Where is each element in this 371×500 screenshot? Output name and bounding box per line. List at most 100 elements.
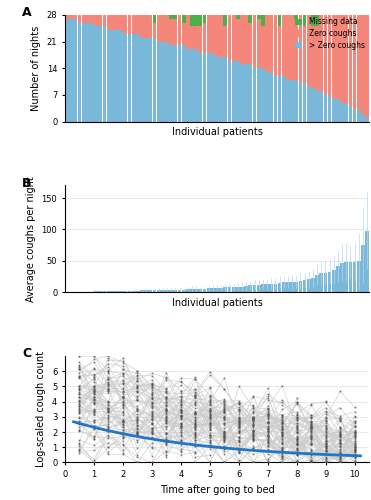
Bar (261, 26, 265, 68)
Bar (174, 290, 177, 292)
Bar (190, 26, 194, 49)
Bar (115, 15, 119, 30)
Bar (269, 15, 273, 72)
Bar (140, 38, 144, 121)
Bar (353, 15, 357, 110)
Bar (294, 80, 298, 122)
Bar (86, 22, 90, 122)
Bar (103, 15, 106, 26)
Bar (299, 15, 302, 84)
Bar (198, 26, 202, 53)
Bar (107, 30, 111, 122)
Bar (253, 286, 256, 292)
Bar (148, 38, 152, 121)
Bar (174, 19, 177, 46)
Bar (307, 15, 311, 88)
Bar (253, 15, 256, 68)
Bar (261, 284, 265, 292)
Bar (152, 290, 157, 292)
Bar (278, 282, 282, 292)
Bar (269, 72, 273, 122)
Bar (111, 291, 115, 292)
Bar (161, 290, 165, 292)
Bar (282, 15, 286, 76)
Bar (357, 15, 361, 110)
Bar (94, 26, 98, 122)
Bar (203, 15, 206, 22)
Bar (136, 34, 140, 122)
Bar (232, 15, 236, 60)
Bar (265, 284, 269, 292)
Bar (161, 42, 165, 121)
Bar (361, 245, 365, 292)
Bar (365, 118, 369, 122)
Bar (190, 289, 194, 292)
Bar (124, 291, 127, 292)
Bar (215, 288, 219, 292)
Bar (324, 15, 327, 95)
Bar (240, 15, 244, 64)
X-axis label: Time after going to bed: Time after going to bed (160, 484, 275, 494)
Bar (257, 68, 260, 122)
Bar (103, 291, 106, 292)
Bar (182, 22, 186, 46)
Bar (315, 91, 319, 122)
Bar (303, 15, 306, 26)
Bar (311, 88, 315, 122)
Bar (278, 26, 282, 76)
Bar (219, 15, 223, 57)
Bar (294, 282, 298, 292)
Bar (332, 270, 336, 292)
Bar (78, 15, 81, 22)
Bar (253, 68, 256, 122)
Bar (198, 289, 202, 292)
Bar (140, 15, 144, 38)
Bar (278, 76, 282, 122)
Bar (261, 15, 265, 26)
Bar (340, 15, 344, 102)
Bar (228, 15, 232, 60)
Bar (223, 57, 227, 122)
Bar (278, 15, 282, 26)
Bar (273, 284, 277, 292)
Bar (107, 291, 111, 292)
Bar (94, 15, 98, 26)
Bar (236, 60, 240, 122)
Bar (303, 280, 306, 292)
Bar (144, 38, 148, 121)
Bar (169, 46, 173, 122)
Bar (161, 15, 165, 42)
Bar (194, 26, 198, 49)
Bar (290, 282, 294, 292)
Bar (169, 19, 173, 46)
Bar (240, 286, 244, 292)
Bar (290, 15, 294, 80)
Legend: Missing data, Zero coughs, > Zero coughs: Missing data, Zero coughs, > Zero coughs (294, 16, 365, 50)
Y-axis label: Average coughs per night: Average coughs per night (26, 176, 36, 302)
Bar (73, 19, 77, 122)
Bar (286, 15, 290, 80)
Bar (132, 15, 135, 34)
Bar (228, 60, 232, 122)
Bar (357, 110, 361, 122)
Bar (348, 262, 352, 292)
Bar (211, 288, 215, 292)
Bar (294, 15, 298, 19)
Bar (98, 15, 102, 26)
Bar (136, 290, 140, 292)
Bar (257, 15, 260, 19)
Bar (286, 80, 290, 122)
Bar (103, 26, 106, 122)
Bar (78, 22, 81, 122)
Bar (69, 19, 73, 122)
Bar (186, 49, 190, 122)
Bar (182, 290, 186, 292)
Bar (223, 288, 227, 292)
Bar (90, 22, 94, 122)
Bar (65, 15, 69, 19)
Bar (144, 15, 148, 38)
Bar (249, 22, 252, 64)
Bar (119, 30, 123, 122)
Bar (124, 15, 127, 34)
Bar (236, 287, 240, 292)
